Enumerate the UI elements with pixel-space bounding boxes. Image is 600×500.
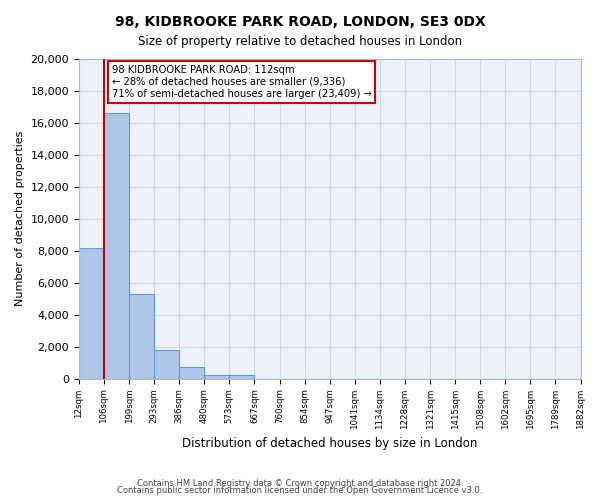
Text: Size of property relative to detached houses in London: Size of property relative to detached ho… bbox=[138, 35, 462, 48]
Text: Contains public sector information licensed under the Open Government Licence v3: Contains public sector information licen… bbox=[118, 486, 482, 495]
Bar bbox=[154, 350, 179, 378]
Bar bbox=[129, 294, 154, 378]
Bar bbox=[179, 366, 205, 378]
Bar bbox=[229, 376, 254, 378]
X-axis label: Distribution of detached houses by size in London: Distribution of detached houses by size … bbox=[182, 437, 478, 450]
Text: 98 KIDBROOKE PARK ROAD: 112sqm
← 28% of detached houses are smaller (9,336)
71% : 98 KIDBROOKE PARK ROAD: 112sqm ← 28% of … bbox=[112, 66, 371, 98]
Bar bbox=[205, 374, 229, 378]
Text: Contains HM Land Registry data © Crown copyright and database right 2024.: Contains HM Land Registry data © Crown c… bbox=[137, 478, 463, 488]
Y-axis label: Number of detached properties: Number of detached properties bbox=[15, 131, 25, 306]
Bar bbox=[104, 114, 129, 378]
Bar bbox=[79, 248, 104, 378]
Text: 98, KIDBROOKE PARK ROAD, LONDON, SE3 0DX: 98, KIDBROOKE PARK ROAD, LONDON, SE3 0DX bbox=[115, 15, 485, 29]
